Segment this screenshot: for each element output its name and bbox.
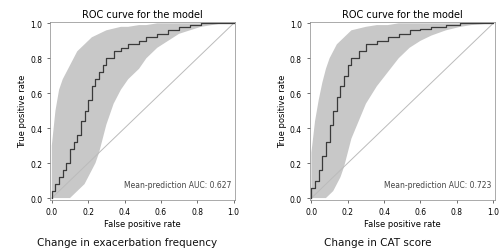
Text: Mean-prediction AUC: 0.627: Mean-prediction AUC: 0.627 [124, 180, 232, 189]
Polygon shape [312, 24, 493, 198]
Title: ROC curve for the model: ROC curve for the model [342, 10, 462, 20]
Title: ROC curve for the model: ROC curve for the model [82, 10, 203, 20]
Text: Change in CAT score: Change in CAT score [324, 238, 431, 248]
Polygon shape [52, 24, 234, 198]
Text: Change in exacerbation frequency: Change in exacerbation frequency [38, 238, 218, 248]
Text: Mean-prediction AUC: 0.723: Mean-prediction AUC: 0.723 [384, 180, 492, 189]
Y-axis label: True positive rate: True positive rate [278, 75, 287, 148]
X-axis label: False positive rate: False positive rate [364, 219, 440, 228]
Y-axis label: True positive rate: True positive rate [18, 75, 28, 148]
X-axis label: False positive rate: False positive rate [104, 219, 181, 228]
